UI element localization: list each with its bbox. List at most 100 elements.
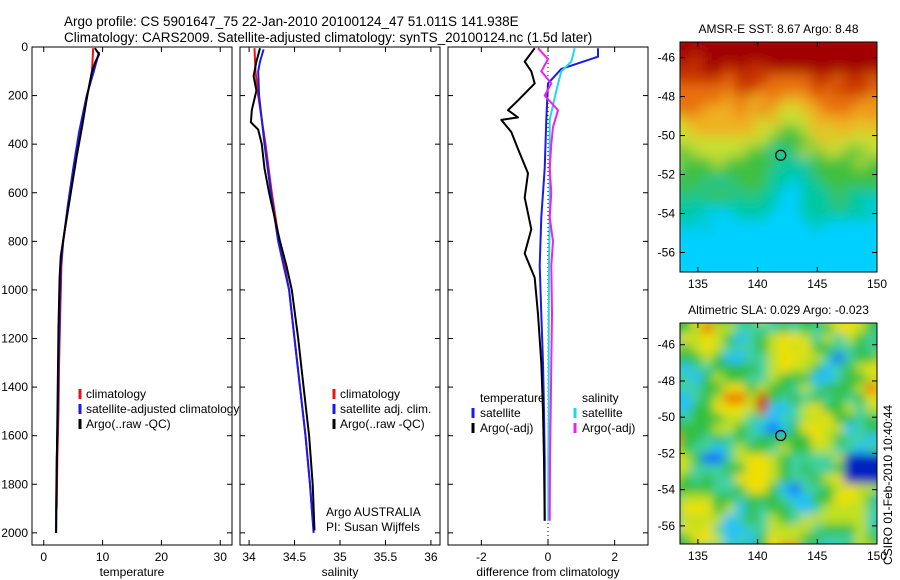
sst_map-cell xyxy=(800,157,813,169)
sst_map-cell xyxy=(778,42,791,54)
sla_map-cell xyxy=(723,443,736,455)
sst_map-cell xyxy=(680,188,692,200)
sla_map-cell xyxy=(723,363,736,375)
sst_map-cell xyxy=(680,146,681,158)
sla_map-cell xyxy=(800,513,813,525)
sst_map-cell xyxy=(778,188,791,200)
sla_map-cell xyxy=(712,413,725,425)
sst_map-cell xyxy=(778,167,791,179)
sla_map-cell xyxy=(855,433,867,445)
sst_map-cell xyxy=(811,230,824,242)
sst_map-cell xyxy=(680,104,692,117)
sla_map-cell xyxy=(855,503,867,515)
sst_map-cell xyxy=(712,219,725,232)
sst_map-cell xyxy=(866,209,877,221)
sst_map-cell xyxy=(811,94,824,106)
sst_map-cell xyxy=(690,251,703,263)
sst_map-cell xyxy=(866,219,877,232)
sst_map-cell xyxy=(855,146,867,158)
sst_map-cell xyxy=(800,209,813,221)
sst_map-cell xyxy=(855,177,867,190)
sla_map-cell xyxy=(680,353,681,365)
sst_map-cell xyxy=(756,125,769,138)
temperature-xtick-label: 10 xyxy=(96,550,110,564)
sst_map-cell xyxy=(811,73,824,85)
sla_map-cell xyxy=(855,453,867,465)
temperature-legend-entry: satellite-adjusted climatology xyxy=(86,402,239,416)
sla_map-cell xyxy=(789,343,802,355)
sla_map-cell xyxy=(767,523,780,535)
sla_map-cell xyxy=(723,383,736,395)
sla_map-cell xyxy=(833,393,846,405)
sla_map-cell xyxy=(833,443,846,455)
sla_map-cell xyxy=(833,423,846,435)
sla_map-cell xyxy=(701,523,714,535)
sla_map-cell xyxy=(800,423,813,435)
sst_map-cell xyxy=(756,251,769,263)
sst_map-cell xyxy=(866,177,877,190)
sst_map-cell xyxy=(855,230,867,242)
sla_map-cell xyxy=(844,363,857,375)
sla_map-cell xyxy=(833,544,845,555)
sst_map-cell xyxy=(767,209,780,221)
sst_map-cell xyxy=(756,73,769,85)
sst_map-cell xyxy=(723,219,736,232)
sst_map-cell xyxy=(745,240,758,253)
sla_map-cell xyxy=(778,493,791,505)
sla_map-cell xyxy=(756,413,769,425)
sla_map-cell xyxy=(701,483,714,495)
sla_map-cell xyxy=(811,513,824,525)
sst_map-cell xyxy=(734,230,747,242)
sst_map-cell xyxy=(756,219,769,232)
sst_map-cell xyxy=(811,42,824,54)
sla_map-cell xyxy=(833,343,846,355)
sst_map-cell xyxy=(866,146,877,158)
sla_map-cell xyxy=(734,373,747,385)
sla_map-cell xyxy=(789,513,802,525)
sst_map-cell xyxy=(844,94,857,106)
sla_map-cell xyxy=(767,433,780,445)
sla_map-cell xyxy=(800,333,813,344)
sst_map-cell xyxy=(701,146,714,158)
sst_map-cell xyxy=(855,115,867,127)
sst_map-cell xyxy=(701,219,714,232)
difference-series-temp_argo xyxy=(500,47,546,521)
sla_map-cell xyxy=(855,463,867,475)
sst_map-cell xyxy=(866,83,877,96)
sla_map-lon-label: 140 xyxy=(748,549,768,563)
sst_map-cell xyxy=(701,188,714,200)
sst_map-cell xyxy=(680,42,681,43)
sla_map-cell xyxy=(866,433,877,445)
sla_map-cell xyxy=(767,443,780,455)
sst_map-cell xyxy=(734,167,747,179)
sst_map-cell xyxy=(690,167,703,179)
float-annotation: Argo AUSTRALIA xyxy=(326,505,421,519)
sla_map-argo-marker xyxy=(775,429,787,442)
sst_map-cell xyxy=(723,240,736,253)
sst_map-cell xyxy=(680,104,681,117)
sst_map-cell xyxy=(680,83,692,96)
sst_map-cell xyxy=(745,136,758,148)
sla_map-cell xyxy=(723,453,736,465)
sst_map-cell xyxy=(745,52,758,64)
sst_map-cell xyxy=(680,73,692,85)
sst_map-cell xyxy=(723,261,736,272)
sla_map-cell xyxy=(833,523,846,535)
sst_map-cell xyxy=(723,73,736,85)
sst_map-cell xyxy=(745,188,758,200)
sla_map-cell xyxy=(844,493,857,505)
sla_map-cell xyxy=(811,473,824,485)
sst_map-cell xyxy=(833,198,846,211)
sst_map-cell xyxy=(833,157,846,169)
sla_map-cell xyxy=(680,393,681,405)
sst_map-cell xyxy=(669,272,681,284)
sst_map-cell xyxy=(778,115,791,127)
sla_map-cell xyxy=(811,373,824,385)
sla_map-cell xyxy=(745,453,758,465)
sst_map-cell xyxy=(789,73,802,85)
sla_map-cell xyxy=(701,343,714,355)
sla_map-cell xyxy=(833,503,846,515)
sst_map-cell xyxy=(811,198,824,211)
sst_map-cell xyxy=(680,251,692,263)
sst_map-cell xyxy=(690,188,703,200)
